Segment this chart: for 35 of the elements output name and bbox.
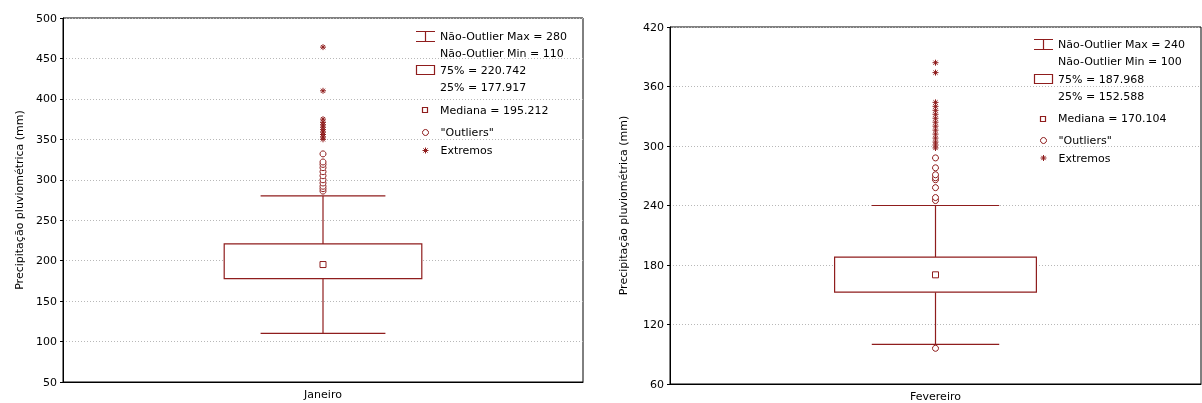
y-tick-label: 300	[36, 173, 57, 187]
y-tick-label: 50	[43, 375, 57, 389]
y-tick-label: 500	[36, 11, 57, 25]
y-axis-title: Precipitação pluviométrica (mm)	[617, 115, 630, 296]
y-tick-label: 360	[643, 80, 664, 93]
annotation: Não-Outlier Max = 280	[440, 29, 567, 43]
y-tick-label: 100	[36, 335, 57, 349]
annotation: Não-Outlier Min = 100	[1058, 55, 1182, 68]
legend-label: "Outliers"	[1058, 134, 1112, 147]
y-tick-label: 200	[36, 254, 57, 268]
annotation: Mediana = 195.212	[440, 103, 549, 117]
y-tick-label: 60	[650, 377, 664, 391]
y-tick-label: 240	[643, 199, 664, 212]
legend-label: Extremos	[1058, 151, 1111, 165]
annotation: 25% = 152.588	[1058, 90, 1145, 103]
legend-label: Extremos	[440, 144, 493, 157]
y-tick-label: 300	[643, 139, 664, 153]
annotation: 25% = 177.917	[440, 80, 527, 94]
x-tick-label: Janeiro	[303, 388, 343, 401]
annotation: Não-Outlier Max = 240	[1058, 37, 1185, 51]
y-tick-label: 250	[36, 213, 57, 227]
y-tick-label: 450	[36, 51, 57, 65]
x-tick-label: Fevereiro	[910, 390, 962, 403]
y-tick-label: 150	[36, 294, 57, 308]
annotation: Mediana = 170.104	[1058, 112, 1167, 125]
y-tick-label: 180	[643, 258, 664, 272]
y-tick-label: 400	[36, 92, 57, 106]
y-tick-label: 120	[643, 318, 664, 331]
annotation: 75% = 220.742	[440, 63, 527, 77]
annotation: Não-Outlier Min = 110	[440, 46, 564, 60]
y-axis-title: Precipitação pluviométrica (mm)	[13, 110, 26, 290]
y-tick-label: 420	[643, 20, 664, 34]
annotation: 75% = 187.968	[1058, 72, 1145, 86]
legend-label: "Outliers"	[440, 126, 494, 139]
y-tick-label: 350	[36, 132, 57, 146]
